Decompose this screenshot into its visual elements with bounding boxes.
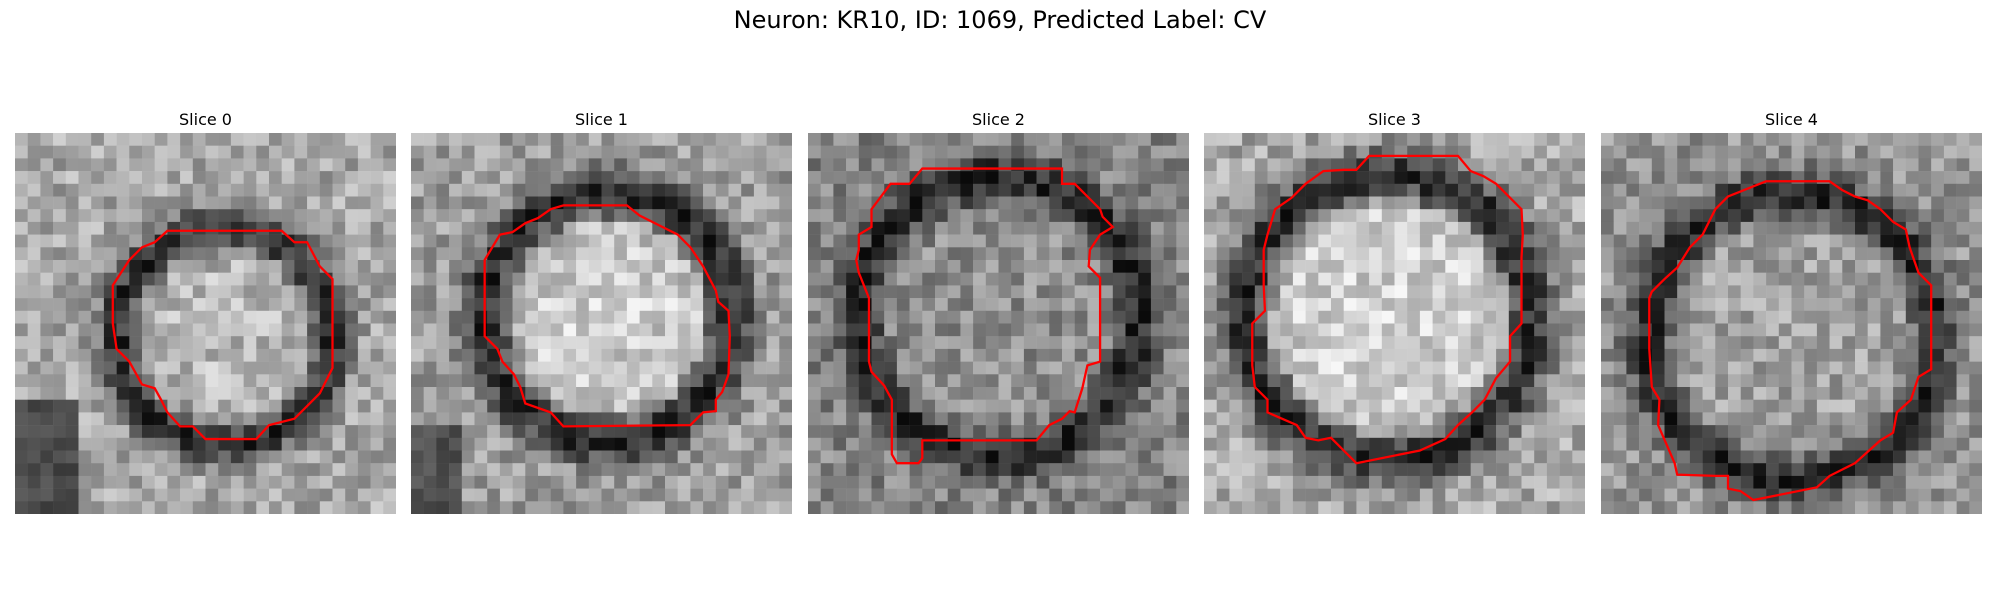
slice-2-contour — [855, 167, 1115, 465]
slice-3-svg — [1204, 133, 1585, 514]
slice-0-pixels — [15, 133, 396, 514]
panel-title-slice-0: Slice 0 — [179, 110, 232, 129]
slice-0-svg — [15, 133, 396, 514]
slice-0-contour — [111, 229, 334, 441]
panel-title-slice-3: Slice 3 — [1368, 110, 1421, 129]
panel-title-slice-2: Slice 2 — [972, 110, 1025, 129]
slice-4-svg — [1601, 133, 1982, 514]
panel-title-slice-4: Slice 4 — [1765, 110, 1818, 129]
slice-1-pixels — [411, 133, 792, 514]
slice-2-image — [808, 133, 1189, 514]
slice-1-image — [411, 133, 792, 514]
panel-title-slice-1: Slice 1 — [575, 110, 628, 129]
slice-4-contour — [1648, 180, 1933, 502]
slice-1-svg — [411, 133, 792, 514]
slice-3-pixels — [1204, 133, 1585, 514]
figure-title: Neuron: KR10, ID: 1069, Predicted Label:… — [733, 6, 1267, 34]
slice-0-image — [15, 133, 396, 514]
slice-3-contour — [1251, 154, 1524, 465]
slice-4-image — [1601, 133, 1982, 514]
slice-2-svg — [808, 133, 1189, 514]
slice-2-pixels — [808, 133, 1189, 514]
slice-1-contour — [483, 204, 731, 428]
slice-3-image — [1204, 133, 1585, 514]
slice-4-pixels — [1601, 133, 1982, 514]
